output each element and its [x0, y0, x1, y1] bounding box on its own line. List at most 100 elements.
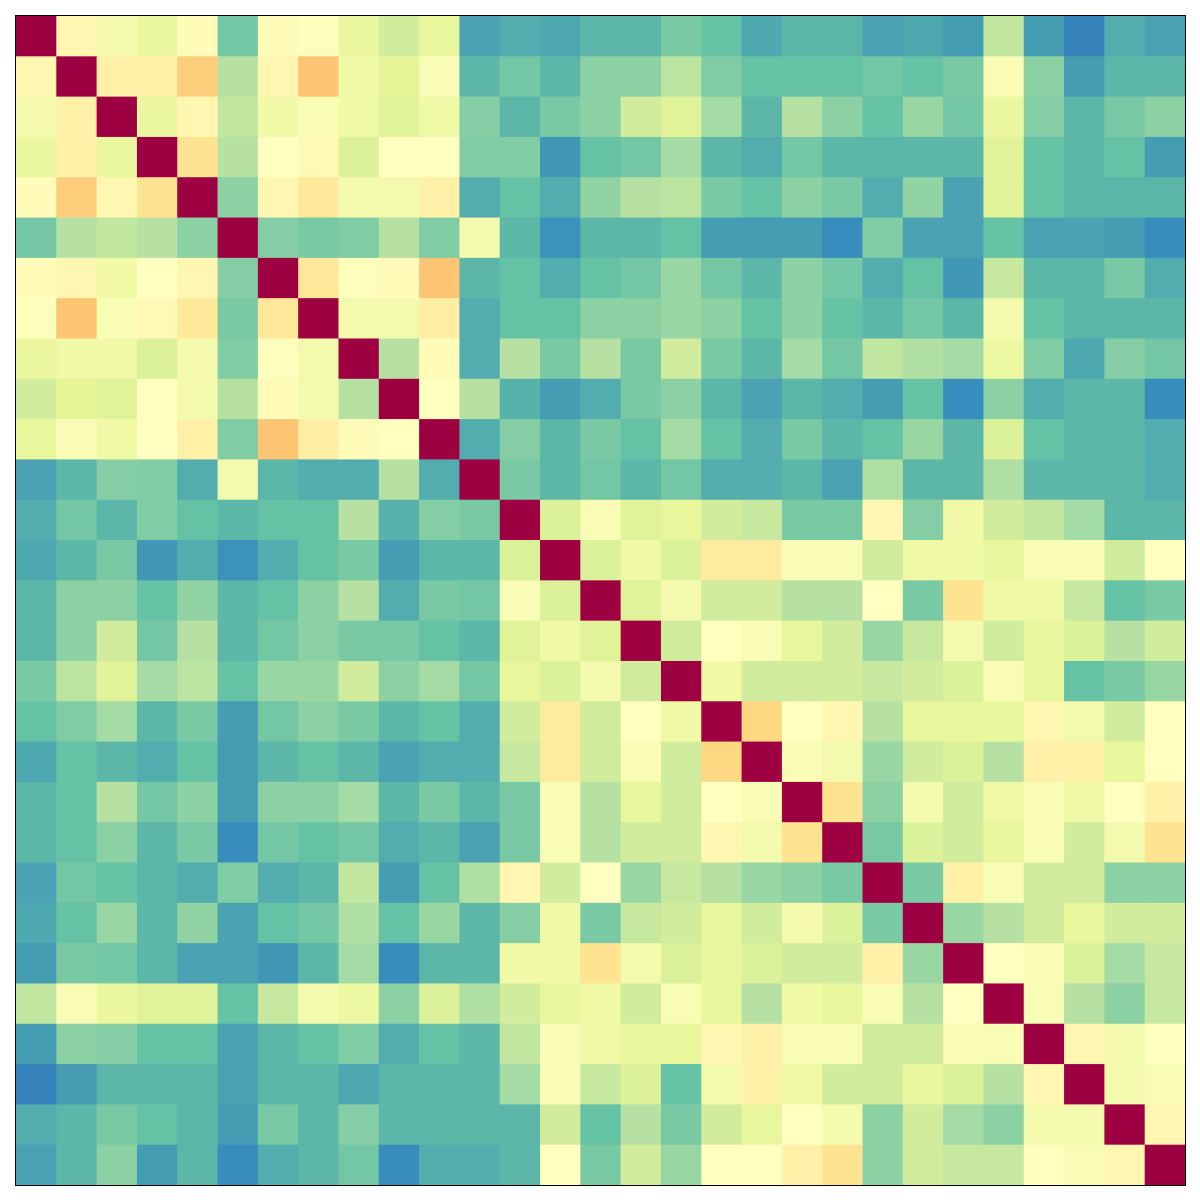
heatmap-cell: [1064, 338, 1105, 379]
heatmap-cell: [258, 983, 299, 1024]
heatmap-cell: [822, 97, 863, 138]
heatmap-cell: [218, 298, 259, 339]
heatmap-cell: [298, 1104, 339, 1145]
heatmap-diagonal-cell: [943, 943, 984, 984]
heatmap-cell: [621, 419, 662, 460]
heatmap-cell: [782, 742, 823, 783]
heatmap-cell: [177, 419, 218, 460]
heatmap-cell: [580, 742, 621, 783]
heatmap-cell: [983, 258, 1024, 299]
heatmap-cell: [903, 540, 944, 581]
heatmap-cell: [500, 97, 541, 138]
heatmap-cell: [379, 1064, 420, 1105]
heatmap-cell: [56, 459, 97, 500]
heatmap-cell: [661, 177, 702, 218]
heatmap-cell: [661, 903, 702, 944]
heatmap-cell: [822, 661, 863, 702]
heatmap-cell: [419, 782, 460, 823]
heatmap-cell: [1145, 419, 1186, 460]
heatmap-cell: [97, 661, 138, 702]
heatmap-cell: [258, 621, 299, 662]
heatmap-cell: [177, 701, 218, 742]
heatmap-cell: [459, 97, 500, 138]
heatmap-cell: [97, 258, 138, 299]
heatmap-cell: [943, 1064, 984, 1105]
heatmap-cell: [459, 1024, 500, 1065]
heatmap-cell: [742, 903, 783, 944]
heatmap-cell: [56, 580, 97, 621]
heatmap-cell: [943, 863, 984, 904]
heatmap-cell: [137, 1104, 178, 1145]
heatmap-cell: [177, 863, 218, 904]
heatmap-cell: [419, 742, 460, 783]
heatmap-cell: [500, 661, 541, 702]
heatmap-cell: [822, 137, 863, 178]
heatmap-cell: [701, 137, 742, 178]
heatmap-diagonal-cell: [1064, 1064, 1105, 1105]
heatmap-cell: [742, 258, 783, 299]
heatmap-cell: [298, 97, 339, 138]
heatmap-cell: [621, 863, 662, 904]
heatmap-cell: [258, 1024, 299, 1065]
heatmap-cell: [1145, 1024, 1186, 1065]
heatmap-cell: [56, 661, 97, 702]
heatmap-cell: [540, 983, 581, 1024]
heatmap-cell: [137, 1064, 178, 1105]
heatmap-cell: [1024, 97, 1065, 138]
heatmap-cell: [1064, 1145, 1105, 1186]
heatmap-diagonal-cell: [742, 742, 783, 783]
heatmap-cell: [419, 822, 460, 863]
heatmap-cell: [1024, 177, 1065, 218]
heatmap-cell: [500, 822, 541, 863]
heatmap-cell: [1145, 822, 1186, 863]
heatmap-cell: [701, 298, 742, 339]
heatmap-diagonal-cell: [379, 379, 420, 420]
heatmap-cell: [580, 903, 621, 944]
heatmap-cell: [863, 782, 904, 823]
heatmap-cell: [1104, 782, 1145, 823]
heatmap-cell: [137, 16, 178, 57]
heatmap-cell: [298, 903, 339, 944]
heatmap-cell: [661, 822, 702, 863]
heatmap-cell: [580, 218, 621, 259]
heatmap-cell: [903, 1064, 944, 1105]
heatmap-cell: [1104, 1064, 1145, 1105]
heatmap-cell: [822, 338, 863, 379]
heatmap-cell: [500, 379, 541, 420]
heatmap-cell: [943, 621, 984, 662]
heatmap-cell: [56, 16, 97, 57]
heatmap-cell: [701, 379, 742, 420]
heatmap-cell: [621, 459, 662, 500]
heatmap-cell: [177, 97, 218, 138]
heatmap-cell: [459, 379, 500, 420]
heatmap-cell: [1064, 298, 1105, 339]
heatmap-cell: [16, 983, 57, 1024]
heatmap-cell: [540, 822, 581, 863]
heatmap-cell: [16, 298, 57, 339]
heatmap-cell: [258, 943, 299, 984]
heatmap-cell: [56, 742, 97, 783]
heatmap-cell: [943, 16, 984, 57]
heatmap-cell: [258, 500, 299, 541]
heatmap-cell: [177, 782, 218, 823]
heatmap-cell: [983, 56, 1024, 97]
heatmap-cell: [500, 540, 541, 581]
heatmap-cell: [1064, 782, 1105, 823]
heatmap-cell: [742, 16, 783, 57]
heatmap-cell: [1024, 500, 1065, 541]
heatmap-cell: [983, 137, 1024, 178]
heatmap-cell: [782, 16, 823, 57]
heatmap-cell: [298, 621, 339, 662]
heatmap-cell: [97, 540, 138, 581]
heatmap-cell: [1064, 218, 1105, 259]
heatmap-cell: [137, 1145, 178, 1186]
heatmap-cell: [863, 459, 904, 500]
heatmap-cell: [661, 379, 702, 420]
heatmap-cell: [379, 983, 420, 1024]
heatmap-cell: [137, 742, 178, 783]
heatmap-cell: [258, 1104, 299, 1145]
heatmap-cell: [943, 580, 984, 621]
heatmap-cell: [822, 218, 863, 259]
heatmap-cell: [701, 540, 742, 581]
heatmap-cell: [1104, 701, 1145, 742]
